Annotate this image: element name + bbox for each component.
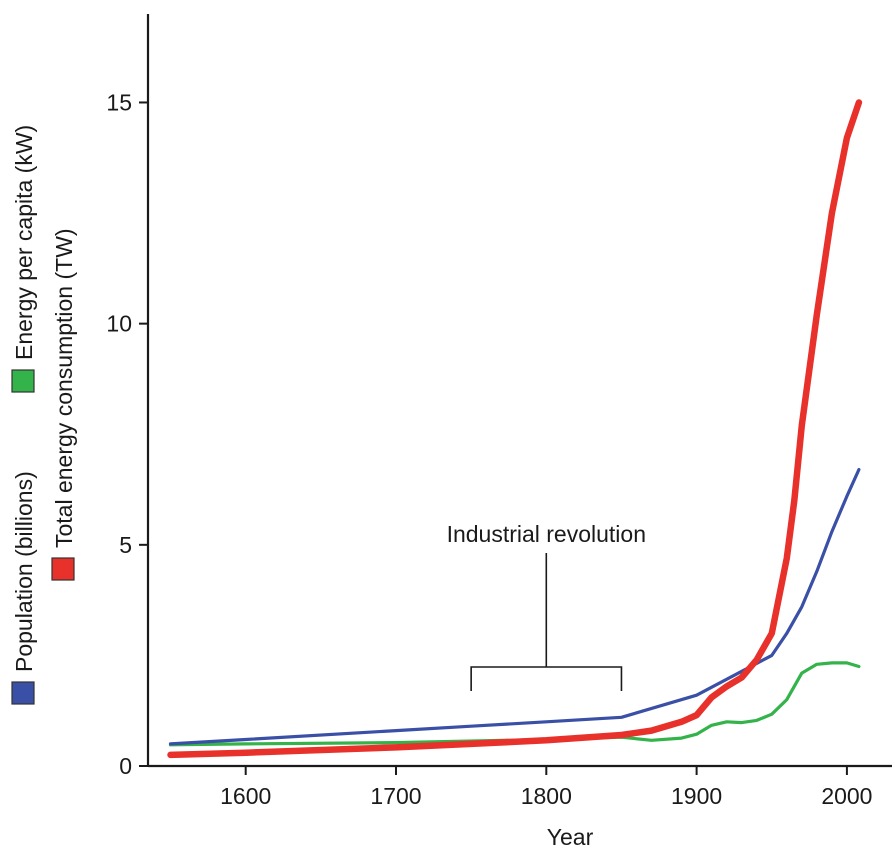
y-tick-label: 10 xyxy=(106,311,132,337)
series-lines xyxy=(167,99,863,759)
legend-energy-per-capita-swatch xyxy=(11,369,35,393)
y-tick-label: 5 xyxy=(119,532,132,558)
y-tick-label: 0 xyxy=(119,753,132,779)
y-axis-ticks: 0 5 10 15 xyxy=(106,89,148,779)
legend-population-label: Population (billions) xyxy=(11,471,37,672)
x-tick-label: 2000 xyxy=(821,783,872,809)
legend-energy-per-capita: Energy per capita (kW) xyxy=(11,125,37,393)
legend-energy-per-capita-label: Energy per capita (kW) xyxy=(11,125,37,360)
annotation-bracket xyxy=(470,666,623,691)
y-tick-label: 15 xyxy=(106,89,132,115)
x-tick-label: 1900 xyxy=(671,783,722,809)
axes xyxy=(146,14,892,768)
x-tick-label: 1600 xyxy=(220,783,271,809)
x-axis-title: Year xyxy=(547,824,594,850)
population-line xyxy=(168,468,861,746)
x-tick-label: 1800 xyxy=(521,783,572,809)
industrial-revolution-annotation: Industrial revolution xyxy=(447,521,646,691)
energy-per-capita-line xyxy=(168,661,861,747)
legend-total-energy-label: Total energy consumption (TW) xyxy=(51,228,77,548)
legend-population-swatch xyxy=(11,681,35,705)
legend-total-energy: Total energy consumption (TW) xyxy=(51,228,77,581)
legend-population: Population (billions) xyxy=(11,471,37,705)
legend-total-energy-swatch xyxy=(51,557,75,581)
x-tick-label: 1700 xyxy=(370,783,421,809)
legend: Population (billions) Energy per capita (… xyxy=(11,125,77,705)
annotation-label: Industrial revolution xyxy=(447,521,646,547)
x-axis-ticks: 1600 1700 1800 1900 2000 xyxy=(220,766,872,809)
total-energy-consumption-line xyxy=(167,99,863,759)
